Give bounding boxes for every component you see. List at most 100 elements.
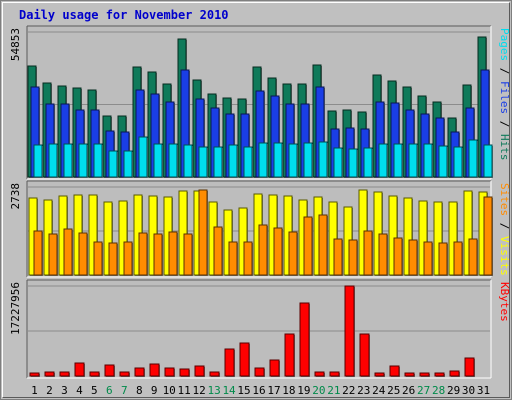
- x-tick-label-2: 2: [46, 384, 53, 397]
- bar-kbytes-4: [74, 362, 85, 377]
- bar-pages-15: [243, 146, 253, 178]
- bar-pages-28: [438, 145, 448, 178]
- bar-pages-30: [468, 139, 478, 178]
- panel-3-background: [27, 280, 491, 378]
- bar-kbytes-24: [374, 372, 385, 377]
- x-tick-label-11: 11: [178, 384, 191, 397]
- bar-visits-11: [178, 190, 188, 276]
- bar-pages-18: [288, 143, 298, 178]
- bar-pages-25: [393, 143, 403, 178]
- bar-sites-30: [468, 238, 478, 276]
- bar-kbytes-25: [389, 365, 400, 377]
- bar-pages-21: [333, 147, 343, 178]
- bar-sites-27: [423, 241, 433, 276]
- bar-sites-10: [168, 231, 178, 276]
- x-tick-label-21: 21: [327, 384, 340, 397]
- bar-kbytes-9: [149, 363, 160, 377]
- panel-2-legend: Sites / Visits: [498, 183, 511, 276]
- bar-kbytes-15: [239, 342, 250, 377]
- bar-kbytes-16: [254, 367, 265, 377]
- bar-pages-22: [348, 148, 358, 178]
- bar-sites-7: [123, 241, 133, 276]
- legend-sites: Sites: [498, 183, 511, 216]
- x-tick-label-14: 14: [222, 384, 236, 397]
- bar-kbytes-10: [164, 367, 175, 377]
- x-tick-label-25: 25: [387, 384, 400, 397]
- bar-pages-19: [303, 142, 313, 178]
- bar-sites-28: [438, 242, 448, 276]
- bar-sites-13: [213, 226, 223, 276]
- bar-sites-14: [228, 241, 238, 276]
- bar-visits-26: [403, 197, 413, 276]
- bar-kbytes-14: [224, 348, 235, 377]
- bar-pages-5: [93, 143, 103, 178]
- x-tick-label-12: 12: [193, 384, 206, 397]
- bar-pages-8: [138, 136, 148, 178]
- x-tick-label-29: 29: [447, 384, 460, 397]
- bar-visits-27: [418, 200, 428, 276]
- bar-sites-5: [93, 241, 103, 276]
- bar-kbytes-28: [434, 372, 445, 377]
- bar-kbytes-22: [344, 285, 355, 377]
- bar-pages-13: [213, 146, 223, 178]
- x-tick-label-26: 26: [402, 384, 415, 397]
- x-tick-label-18: 18: [282, 384, 295, 397]
- bar-sites-11: [183, 233, 193, 276]
- bar-sites-9: [153, 233, 163, 276]
- bar-kbytes-20: [314, 371, 325, 377]
- bar-pages-20: [318, 141, 328, 178]
- frame-bevel: [2, 2, 510, 398]
- bar-sites-18: [288, 231, 298, 276]
- bar-sites-25: [393, 237, 403, 276]
- bar-sites-24: [378, 233, 388, 276]
- bar-kbytes-5: [89, 371, 100, 377]
- x-tick-label-8: 8: [136, 384, 143, 397]
- x-tick-label-13: 13: [207, 384, 220, 397]
- bar-pages-17: [273, 142, 283, 178]
- bar-sites-2: [48, 233, 58, 276]
- x-tick-label-19: 19: [297, 384, 310, 397]
- bar-pages-31: [483, 144, 493, 178]
- bar-pages-2: [48, 143, 58, 178]
- bar-kbytes-23: [359, 333, 370, 377]
- bar-sites-22: [348, 239, 358, 276]
- x-tick-label-30: 30: [462, 384, 475, 397]
- bar-sites-16: [258, 224, 268, 276]
- bar-kbytes-13: [209, 371, 220, 377]
- bar-pages-14: [228, 144, 238, 178]
- panel-3-ytick-label: 17227956: [9, 282, 22, 335]
- legend-separator: /: [498, 61, 511, 81]
- x-tick-label-24: 24: [372, 384, 386, 397]
- bar-kbytes-2: [44, 371, 55, 377]
- bar-sites-17: [273, 227, 283, 276]
- x-tick-label-9: 9: [151, 384, 158, 397]
- bar-pages-11: [183, 144, 193, 178]
- bar-pages-23: [363, 147, 373, 178]
- bar-kbytes-29: [449, 370, 460, 377]
- bar-kbytes-18: [284, 333, 295, 377]
- bar-pages-12: [198, 146, 208, 178]
- x-tick-label-27: 27: [417, 384, 430, 397]
- bar-kbytes-1: [29, 372, 40, 377]
- legend-kbytes: KBytes: [498, 282, 511, 322]
- bar-pages-26: [408, 143, 418, 178]
- bar-sites-12: [198, 189, 208, 276]
- bar-pages-9: [153, 143, 163, 178]
- bar-kbytes-27: [419, 372, 430, 377]
- legend-visits: Visits: [498, 236, 511, 276]
- bar-pages-4: [78, 143, 88, 178]
- bar-visits-5: [88, 194, 98, 276]
- bar-kbytes-30: [464, 357, 475, 377]
- bar-pages-6: [108, 150, 118, 178]
- bar-pages-3: [63, 143, 73, 178]
- bar-kbytes-17: [269, 359, 280, 377]
- bar-sites-31: [483, 196, 493, 276]
- bar-pages-10: [168, 143, 178, 178]
- bar-kbytes-11: [179, 368, 190, 377]
- bar-visits-28: [433, 201, 443, 276]
- bar-pages-27: [423, 143, 433, 178]
- bar-sites-6: [108, 242, 118, 276]
- legend-pages: Pages: [498, 28, 511, 61]
